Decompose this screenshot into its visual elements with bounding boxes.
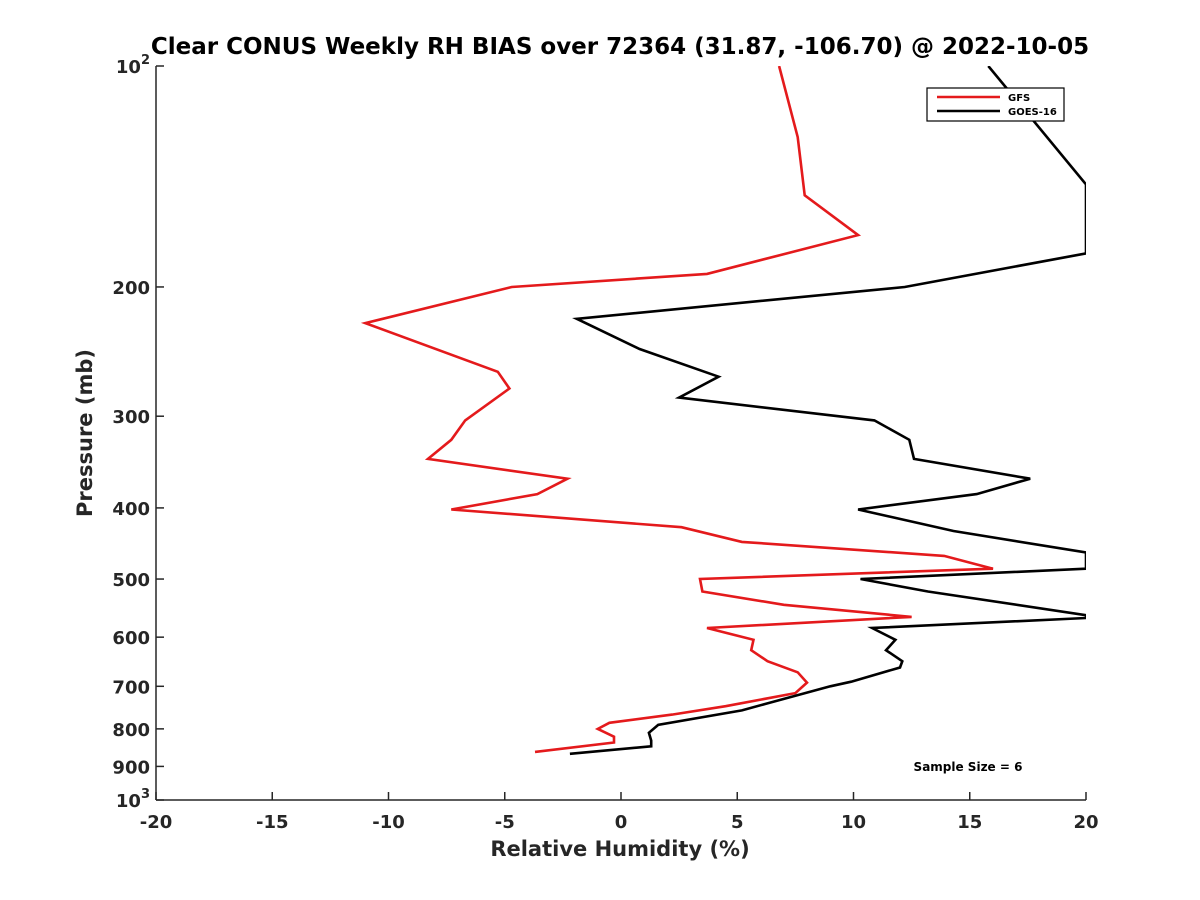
x-tick-label: -20: [140, 812, 173, 833]
plot-area: -20 -15 -10 -5 0 5 10 15 20 102 200 300 400 500 600 700…: [112, 53, 1098, 833]
x-tick-label: -5: [495, 812, 515, 833]
y-tick-label: 900: [112, 757, 150, 778]
legend: GFS GOES-16: [926, 87, 1065, 122]
series-line-goes16: [569, 66, 1086, 756]
x-tick-label: -10: [372, 812, 405, 833]
y-tick-label: 500: [112, 570, 150, 591]
legend-box: [926, 87, 1065, 122]
x-tick-label: 15: [957, 812, 982, 833]
y-tick-label: 103: [116, 787, 150, 812]
x-tick-label: 10: [841, 812, 866, 833]
y-axis-label: Pressure (mb): [73, 349, 97, 517]
axis-layer: -20 -15 -10 -5 0 5 10 15 20 102 200 300 400 500 600 700…: [112, 53, 1098, 833]
y-tick-label: 800: [112, 720, 150, 741]
x-tick-label: -15: [256, 812, 289, 833]
y-tick-label: 700: [112, 677, 150, 698]
x-tick-label: 5: [731, 812, 744, 833]
y-tick-label: 102: [116, 53, 150, 78]
series-layer: [360, 66, 1086, 756]
y-tick-label: 600: [112, 628, 150, 649]
y-tick-label: 400: [112, 499, 150, 520]
x-tick-label: 20: [1073, 812, 1098, 833]
legend-label-gfs: GFS: [1008, 93, 1030, 104]
y-tick-label: 300: [112, 407, 150, 428]
series-line-gfs: [360, 66, 994, 754]
y-tick-label: 200: [112, 278, 150, 299]
legend-label-goes16: GOES-16: [1008, 107, 1057, 118]
chart-title: Clear CONUS Weekly RH BIAS over 72364 (3…: [151, 34, 1089, 60]
sample-size-annotation: Sample Size = 6: [914, 760, 1023, 774]
x-tick-label: 0: [615, 812, 628, 833]
x-axis-label: Relative Humidity (%): [490, 837, 749, 861]
